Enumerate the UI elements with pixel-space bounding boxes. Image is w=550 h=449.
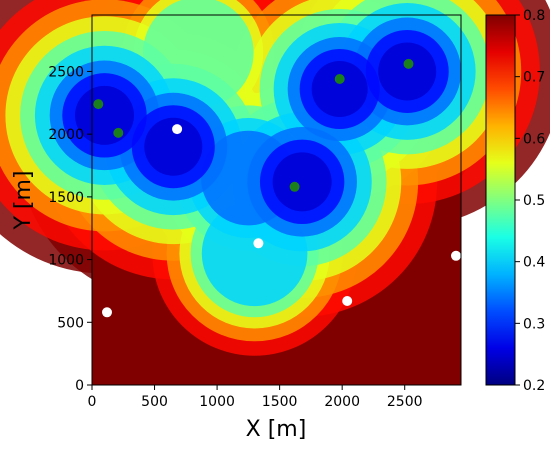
colorbar-tick-label: 0.6: [523, 131, 545, 147]
scatter-point-series-1: [253, 238, 264, 249]
x-tick-label: 1500: [262, 394, 298, 410]
marker-layer: [93, 58, 461, 318]
y-tick-label: 0: [75, 378, 84, 394]
field-contour: [144, 117, 203, 176]
scatter-point-series-0: [113, 127, 124, 138]
x-tick-label: 0: [88, 394, 97, 410]
x-tick-label: 1000: [199, 394, 235, 410]
y-axis-label: Y [m]: [11, 170, 36, 230]
plot-frame: [91, 14, 462, 386]
colorbar-tick-label: 0.7: [523, 70, 545, 86]
y-tick-label: 500: [57, 315, 84, 331]
colorbar-tick-label: 0.5: [523, 193, 545, 209]
heatmap-field: [0, 0, 550, 385]
colorbar-tick-label: 0.3: [523, 316, 545, 332]
axes: 0 500 1000 1500 2000 2500 0 500 1000 1500 2000 2500: [48, 64, 422, 410]
field-contour: [311, 61, 368, 117]
x-tick-label: 500: [141, 394, 168, 410]
scatter-point-series-1: [172, 124, 183, 135]
scatter-point-series-1: [102, 307, 112, 318]
y-tick-label: 1500: [48, 190, 84, 206]
y-tick-label: 2500: [48, 64, 84, 80]
scatter-point-series-0: [403, 58, 414, 69]
x-tick-label: 2500: [387, 394, 423, 410]
scatter-point-series-0: [289, 181, 300, 192]
colorbar-tick-label: 0.8: [523, 8, 545, 24]
x-axis-label: X [m]: [246, 417, 307, 442]
scatter-point-series-0: [93, 99, 104, 110]
field-contour: [272, 152, 332, 212]
scatter-point-series-0: [334, 74, 345, 84]
y-tick-label: 2000: [48, 127, 84, 143]
field-contour: [378, 42, 437, 101]
colorbar: [485, 14, 516, 386]
scatter-point-series-1: [342, 296, 353, 306]
colorbar-ticks: 0.2 0.3 0.4 0.5 0.6 0.7 0.8: [515, 8, 545, 394]
colorbar-tick-label: 0.4: [523, 255, 545, 271]
colorbar-tick-label: 0.2: [523, 378, 545, 394]
x-tick-label: 2000: [324, 394, 360, 410]
scatter-point-series-1: [451, 250, 461, 261]
y-tick-label: 1000: [48, 253, 84, 269]
